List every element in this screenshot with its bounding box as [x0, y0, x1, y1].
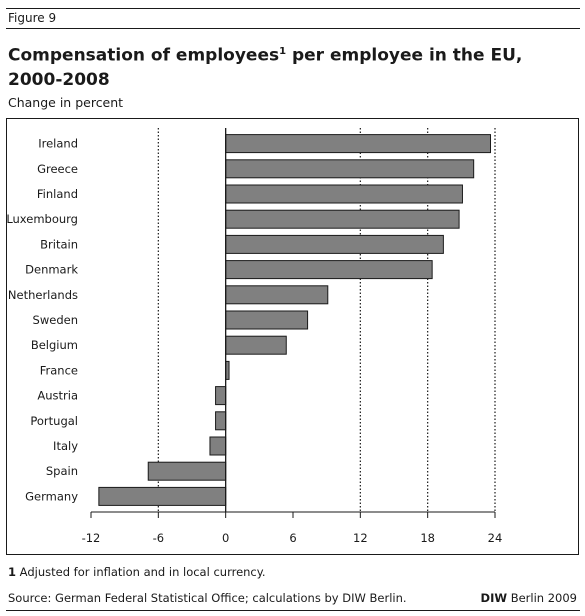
x-tick-label-minus-6: -6	[153, 531, 164, 545]
figure-label: Figure 9	[8, 11, 57, 25]
category-label-italy: Italy	[53, 439, 78, 453]
footnote: 1 Adjusted for inflation and in local cu…	[8, 565, 266, 579]
source-note: Source: German Federal Statistical Offic…	[8, 591, 407, 605]
category-label-france: France	[40, 363, 78, 377]
category-label-austria: Austria	[37, 389, 78, 403]
category-label-ireland: Ireland	[38, 137, 78, 151]
figure-label-rule	[6, 28, 580, 29]
chart-subtitle: Change in percent	[8, 95, 124, 110]
bar-netherlands	[225, 285, 329, 305]
bar-ireland	[225, 134, 492, 154]
category-label-britain: Britain	[40, 237, 78, 251]
category-label-spain: Spain	[46, 464, 78, 478]
category-label-netherlands: Netherlands	[8, 288, 78, 302]
x-tick-label-12: 12	[353, 531, 368, 545]
top-rule	[6, 8, 580, 9]
chart-title-rest: per employee in the EU, 2000-2008	[8, 45, 523, 90]
category-label-germany: Germany	[25, 489, 78, 503]
category-label-denmark: Denmark	[25, 263, 78, 277]
category-label-finland: Finland	[37, 187, 78, 201]
bar-britain	[225, 234, 444, 254]
chart-title-footnote-mark: 1	[279, 46, 287, 57]
bar-portugal	[215, 411, 227, 431]
category-label-greece: Greece	[37, 162, 78, 176]
bar-luxembourg	[225, 209, 460, 229]
x-tick-label-24: 24	[488, 531, 503, 545]
bar-greece	[225, 159, 475, 179]
category-label-portugal: Portugal	[30, 414, 78, 428]
category-label-luxembourg: Luxembourg	[6, 212, 78, 226]
bar-denmark	[225, 260, 433, 280]
category-label-belgium: Belgium	[31, 338, 78, 352]
bar-spain	[147, 461, 227, 481]
x-tick-label-0: 0	[222, 531, 229, 545]
credit-text: Berlin 2009	[507, 591, 577, 605]
bar-italy	[209, 436, 227, 456]
bar-belgium	[225, 335, 287, 355]
bar-austria	[215, 386, 227, 406]
x-tick-label-minus-12: -12	[82, 531, 101, 545]
bar-finland	[225, 184, 463, 204]
bottom-rule	[6, 610, 580, 611]
footnote-text: Adjusted for inflation and in local curr…	[16, 565, 266, 579]
credit-brand: DIW	[480, 591, 508, 605]
category-label-sweden: Sweden	[33, 313, 78, 327]
credit: DIW Berlin 2009	[481, 591, 577, 605]
footnote-number: 1	[8, 565, 17, 579]
plot-frame	[6, 118, 579, 555]
chart-title-main: Compensation of employees	[8, 45, 280, 66]
bar-germany	[98, 486, 227, 506]
x-tick-label-18: 18	[420, 531, 435, 545]
x-tick-label-6: 6	[289, 531, 296, 545]
chart-title: Compensation of employees1 per employee …	[8, 40, 568, 92]
bar-sweden	[225, 310, 309, 330]
